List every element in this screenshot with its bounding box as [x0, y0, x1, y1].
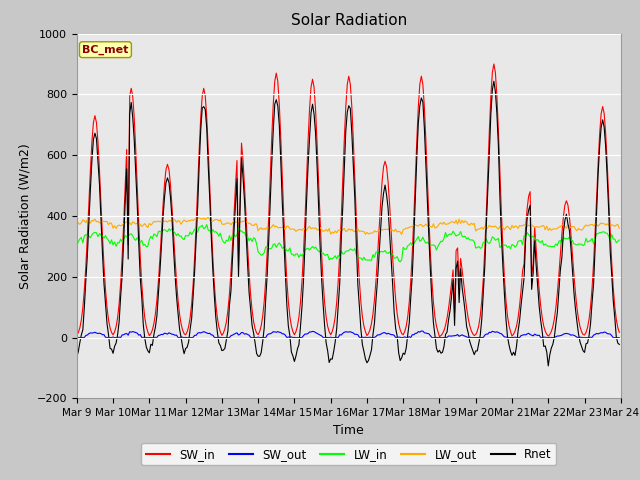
SW_in	[490, 61, 498, 67]
SW_in	[262, 277, 269, 283]
LW_in	[264, 244, 271, 250]
Line: LW_in: LW_in	[77, 225, 620, 262]
LW_out	[616, 226, 623, 231]
LW_out	[254, 228, 262, 234]
SW_in	[140, 301, 147, 307]
LW_out	[588, 222, 596, 228]
LW_in	[236, 228, 244, 234]
Line: SW_out: SW_out	[77, 331, 620, 337]
SW_out	[417, 328, 425, 334]
Line: Rnet: Rnet	[77, 81, 620, 366]
Text: BC_met: BC_met	[82, 45, 129, 55]
Line: SW_in: SW_in	[77, 64, 620, 336]
SW_out	[587, 335, 595, 340]
SW_in	[616, 329, 623, 335]
Title: Solar Radiation: Solar Radiation	[291, 13, 407, 28]
LW_out	[140, 222, 147, 228]
LW_out	[398, 231, 406, 237]
LW_out	[73, 220, 81, 226]
Rnet	[73, 354, 81, 360]
SW_in	[73, 332, 81, 338]
X-axis label: Time: Time	[333, 424, 364, 437]
LW_in	[588, 236, 596, 241]
SW_out	[73, 335, 81, 340]
Y-axis label: Solar Radiation (W/m2): Solar Radiation (W/m2)	[18, 143, 31, 289]
Line: LW_out: LW_out	[77, 217, 620, 234]
Rnet	[490, 78, 498, 84]
Legend: SW_in, SW_out, LW_in, LW_out, Rnet: SW_in, SW_out, LW_in, LW_out, Rnet	[141, 443, 556, 466]
SW_in	[235, 264, 243, 270]
LW_in	[203, 222, 211, 228]
SW_out	[310, 329, 318, 335]
Rnet	[253, 350, 260, 356]
SW_out	[235, 332, 243, 338]
SW_out	[253, 335, 260, 340]
Rnet	[545, 363, 552, 369]
Rnet	[262, 297, 269, 303]
LW_in	[396, 259, 404, 265]
LW_in	[140, 242, 147, 248]
LW_in	[254, 249, 262, 255]
Rnet	[310, 111, 318, 117]
LW_out	[236, 219, 244, 225]
SW_in	[253, 330, 260, 336]
SW_out	[140, 335, 147, 340]
LW_out	[312, 225, 319, 231]
LW_in	[312, 244, 319, 250]
SW_in	[436, 334, 444, 339]
Rnet	[140, 322, 147, 328]
LW_in	[73, 242, 81, 248]
LW_out	[264, 224, 271, 230]
SW_out	[616, 335, 623, 340]
SW_in	[310, 84, 318, 90]
Rnet	[616, 342, 623, 348]
Rnet	[588, 299, 596, 305]
SW_in	[588, 285, 596, 290]
Rnet	[235, 275, 243, 280]
LW_in	[616, 237, 623, 243]
LW_out	[204, 214, 212, 220]
SW_out	[262, 335, 269, 340]
